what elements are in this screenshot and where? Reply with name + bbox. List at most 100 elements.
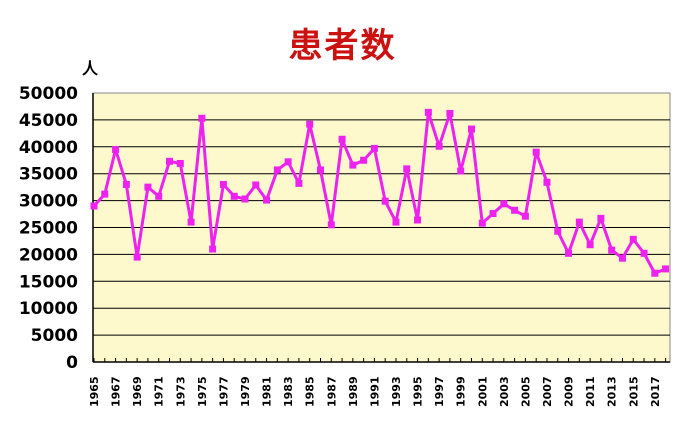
data-point-marker xyxy=(597,214,605,222)
x-tick-label: 1975 xyxy=(196,376,209,407)
data-point-marker xyxy=(424,108,432,116)
data-point-marker xyxy=(306,120,314,128)
y-tick-label: 0 xyxy=(66,353,78,373)
x-tick-label: 1997 xyxy=(433,376,446,407)
gridlines xyxy=(93,119,670,336)
data-point-marker xyxy=(187,218,195,226)
data-point-marker xyxy=(338,135,346,143)
x-tick-label: 1983 xyxy=(282,376,295,407)
data-point-marker xyxy=(252,181,260,189)
data-point-marker xyxy=(457,167,465,175)
data-point-marker xyxy=(381,197,389,205)
data-point-marker xyxy=(284,158,292,166)
data-point-marker xyxy=(112,145,120,153)
x-axis-ticks: 1965 1967 1969 1971 1973 1975 1977 1979 1981 1983… xyxy=(88,358,667,407)
x-tick-label: 1977 xyxy=(217,376,230,407)
x-tick-label: 2005 xyxy=(519,376,532,407)
data-point-marker xyxy=(263,196,271,204)
x-tick-label: 2003 xyxy=(498,376,511,407)
x-tick-label: 1993 xyxy=(390,376,403,407)
data-point-marker xyxy=(155,192,163,200)
data-series xyxy=(90,108,670,277)
x-tick-label: 1991 xyxy=(368,376,381,407)
x-tick-label: 2007 xyxy=(541,376,554,407)
data-point-marker xyxy=(349,161,357,169)
data-point-marker xyxy=(629,235,637,243)
data-point-marker xyxy=(327,221,335,229)
x-tick-label: 1981 xyxy=(261,376,274,407)
data-point-marker xyxy=(392,218,400,226)
y-axis-unit-label: 人 xyxy=(82,59,99,78)
x-tick-label: 2001 xyxy=(476,376,489,407)
y-tick-label: 50000 xyxy=(19,84,78,104)
y-axis-ticks: 0 5000 10000 15000 20000 25000 30000 35000 40000… xyxy=(19,84,78,373)
data-point-marker xyxy=(575,218,583,226)
data-point-marker xyxy=(209,245,217,253)
x-tick-label: 1985 xyxy=(304,376,317,407)
x-tick-label: 1987 xyxy=(325,376,338,407)
data-point-marker xyxy=(532,148,540,156)
data-point-marker xyxy=(219,180,227,188)
x-tick-label: 1995 xyxy=(412,376,425,407)
data-point-marker xyxy=(403,165,411,173)
data-point-marker xyxy=(467,125,475,133)
data-point-marker xyxy=(554,227,562,235)
x-tick-label: 2013 xyxy=(606,376,619,407)
data-point-marker xyxy=(273,166,281,174)
data-point-marker xyxy=(370,144,378,152)
y-tick-label: 35000 xyxy=(19,165,78,185)
data-point-marker xyxy=(165,157,173,165)
data-point-marker xyxy=(122,180,130,188)
y-tick-label: 5000 xyxy=(31,326,78,346)
y-tick-label: 15000 xyxy=(19,272,78,292)
data-point-marker xyxy=(90,202,98,210)
x-tick-label: 2015 xyxy=(627,376,640,407)
chart-title: 患者数 xyxy=(288,26,397,66)
x-tick-label: 1989 xyxy=(347,376,360,407)
data-point-marker xyxy=(144,183,152,191)
y-tick-label: 30000 xyxy=(19,192,78,212)
data-point-marker xyxy=(414,216,422,224)
x-tick-label: 1971 xyxy=(153,376,166,407)
data-point-marker xyxy=(565,249,573,257)
y-tick-label: 20000 xyxy=(19,245,78,265)
data-point-marker xyxy=(295,179,303,187)
data-point-marker xyxy=(586,241,594,249)
data-point-marker xyxy=(608,246,616,254)
x-tick-label: 2009 xyxy=(563,376,576,407)
x-tick-label: 1999 xyxy=(455,376,468,407)
data-point-marker xyxy=(478,219,486,227)
data-point-marker xyxy=(241,195,249,203)
y-tick-label: 10000 xyxy=(19,299,78,319)
data-point-marker xyxy=(511,206,519,214)
data-point-marker xyxy=(618,254,626,262)
x-tick-label: 1973 xyxy=(174,376,187,407)
series-line xyxy=(92,110,667,275)
x-tick-label: 2011 xyxy=(584,376,597,407)
x-tick-label: 1967 xyxy=(110,376,123,407)
x-tick-label: 2017 xyxy=(649,376,662,407)
x-tick-label: 1965 xyxy=(88,376,101,407)
data-point-marker xyxy=(651,269,659,277)
data-point-marker xyxy=(543,178,551,186)
data-point-marker xyxy=(435,142,443,150)
y-tick-label: 25000 xyxy=(19,219,78,239)
x-tick-label: 1969 xyxy=(131,376,144,407)
data-point-marker xyxy=(230,192,238,200)
data-point-marker xyxy=(446,109,454,117)
data-point-marker xyxy=(500,200,508,208)
x-tick-label: 1979 xyxy=(239,376,252,407)
data-point-marker xyxy=(360,156,368,164)
data-point-marker xyxy=(198,114,206,122)
data-point-marker xyxy=(101,190,109,198)
data-point-marker xyxy=(662,265,670,273)
y-tick-label: 40000 xyxy=(19,138,78,158)
data-point-marker xyxy=(640,249,648,257)
data-point-marker xyxy=(133,253,141,261)
y-tick-label: 45000 xyxy=(19,111,78,131)
data-point-marker xyxy=(176,159,184,167)
data-point-marker xyxy=(316,166,324,174)
data-point-marker xyxy=(521,212,529,220)
data-point-marker xyxy=(489,210,497,218)
